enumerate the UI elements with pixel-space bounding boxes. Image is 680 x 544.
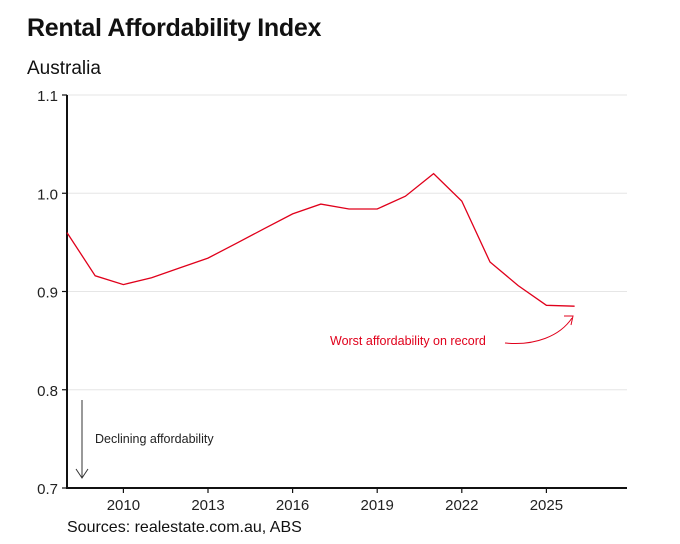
declining-label: Declining affordability (95, 432, 214, 446)
x-axis-ticks: 2010 2013 2016 2019 2022 2025 (107, 488, 563, 514)
worst-label: Worst affordability on record (330, 334, 486, 348)
source-note: Sources: realestate.com.au, ABS (67, 519, 302, 536)
declining-annotation: Declining affordability (75, 400, 214, 479)
y-tick-label: 0.7 (37, 481, 58, 498)
x-tick-label: 2019 (361, 497, 394, 514)
x-tick-label: 2022 (445, 497, 478, 514)
y-tick-label: 1.0 (37, 186, 58, 203)
worst-annotation: Worst affordability on record (330, 315, 574, 348)
x-tick-label: 2010 (107, 497, 140, 514)
down-arrow-icon (75, 468, 89, 479)
y-tick-label: 1.1 (37, 88, 58, 105)
chart-subtitle: Australia (27, 58, 101, 79)
x-tick-label: 2025 (530, 497, 563, 514)
curved-arrow-shaft (504, 317, 573, 345)
y-tick-label: 0.9 (37, 285, 58, 302)
gridlines (67, 94, 627, 391)
series-group (66, 172, 575, 307)
x-tick-label: 2013 (191, 497, 224, 514)
curved-arrow-icon (564, 315, 574, 326)
y-axis-ticks: 0.7 0.8 0.9 1.0 1.1 (37, 88, 67, 498)
chart-title: Rental Affordability Index (27, 14, 322, 42)
y-tick-label: 0.8 (37, 383, 58, 400)
x-tick-label: 2016 (276, 497, 309, 514)
